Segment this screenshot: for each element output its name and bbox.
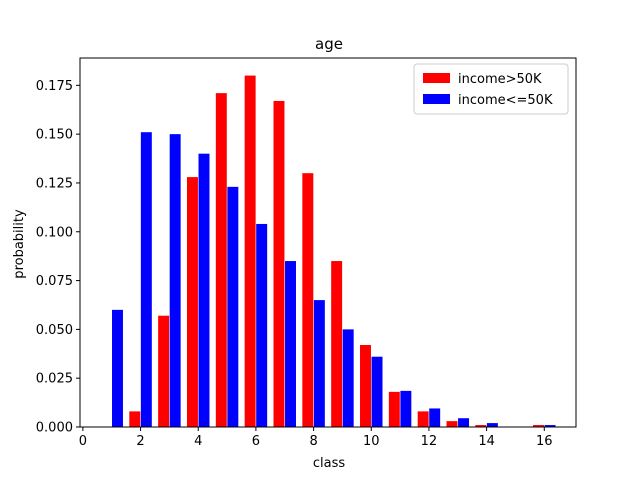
x-axis: 0 2 4 6 8 10 12 14 16 xyxy=(79,427,553,449)
bar-income-le-50k xyxy=(256,223,268,427)
y-tick-label: 0.050 xyxy=(36,323,73,338)
bar-income-gt-50k xyxy=(533,425,544,427)
x-tick-label: 2 xyxy=(136,434,144,449)
bar-income-le-50k xyxy=(198,153,210,427)
bar-income-gt-50k xyxy=(244,75,256,428)
legend-box xyxy=(413,63,569,115)
x-tick-label: 0 xyxy=(79,434,87,449)
legend-swatch xyxy=(423,73,450,83)
bar-income-le-50k xyxy=(486,423,498,427)
bars-layer xyxy=(112,75,556,428)
legend-swatch xyxy=(423,94,450,104)
x-tick-label: 14 xyxy=(478,434,495,449)
y-tick-label: 0.025 xyxy=(36,372,73,387)
x-axis-label: class xyxy=(313,456,345,471)
legend-label: income>50K xyxy=(458,72,542,87)
bar-income-le-50k xyxy=(169,134,181,427)
y-tick-label: 0.075 xyxy=(36,274,73,289)
chart-title: age xyxy=(315,35,343,53)
x-tick-label: 6 xyxy=(252,434,260,449)
y-axis: 0.000 0.025 0.050 0.075 0.100 0.125 0.150 0.175 xyxy=(36,79,80,436)
x-tick-label: 10 xyxy=(363,434,380,449)
bar-income-gt-50k xyxy=(158,315,170,427)
legend-label: income<=50K xyxy=(458,93,553,108)
bar-income-le-50k xyxy=(112,309,123,427)
y-axis-label: probability xyxy=(12,209,27,279)
y-tick-label: 0.125 xyxy=(36,176,73,191)
bar-income-le-50k xyxy=(400,390,412,427)
y-tick-label: 0.100 xyxy=(36,225,73,240)
bar-income-le-50k xyxy=(140,132,152,427)
bar-income-le-50k xyxy=(371,356,383,427)
bar-income-le-50k xyxy=(313,300,325,427)
x-tick-label: 4 xyxy=(194,434,202,449)
bar-income-le-50k xyxy=(285,261,296,427)
plot-frame xyxy=(79,57,577,428)
bar-income-le-50k xyxy=(458,418,470,427)
y-tick-label: 0.175 xyxy=(36,79,73,94)
x-tick-label: 16 xyxy=(536,434,553,449)
bar-income-gt-50k xyxy=(215,93,227,428)
bar-income-gt-50k xyxy=(446,421,458,427)
bar-income-le-50k xyxy=(342,329,354,427)
bar-income-le-50k xyxy=(544,425,556,427)
bar-income-gt-50k xyxy=(302,173,314,427)
bar-income-gt-50k xyxy=(417,411,429,427)
bar-income-gt-50k xyxy=(331,261,343,427)
y-tick-label: 0.000 xyxy=(36,421,73,436)
legend: income>50K income<=50K xyxy=(413,63,569,115)
x-tick-label: 12 xyxy=(421,434,438,449)
x-tick-label: 8 xyxy=(309,434,317,449)
bar-income-gt-50k xyxy=(388,391,400,427)
bar-income-gt-50k xyxy=(186,177,198,427)
y-tick-label: 0.150 xyxy=(36,128,73,143)
bar-income-le-50k xyxy=(227,186,239,427)
bar-income-le-50k xyxy=(429,408,441,427)
bar-income-gt-50k xyxy=(273,100,285,427)
bar-income-gt-50k xyxy=(129,411,141,427)
bar-income-gt-50k xyxy=(360,345,371,427)
bar-income-gt-50k xyxy=(475,425,487,427)
